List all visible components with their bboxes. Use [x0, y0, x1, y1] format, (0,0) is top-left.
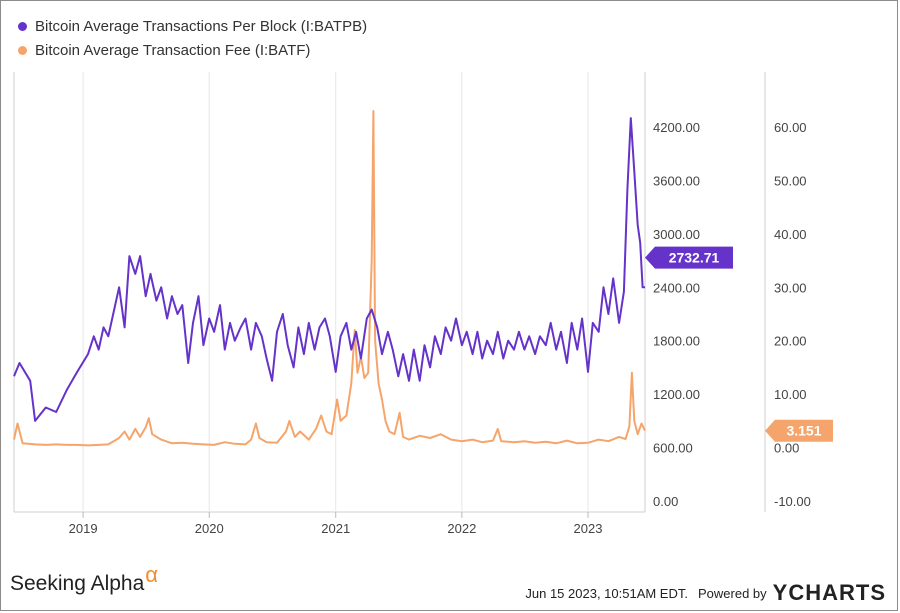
right-tick-label: 60.00 [774, 120, 807, 135]
badge-value-transactions-per-block: 2732.71 [669, 250, 720, 266]
right-axis-ticks: 60.00 50.00 40.00 30.00 20.00 10.00 0.00 -10.00 [774, 120, 811, 509]
value-badges: 2732.71 3.151 [645, 246, 833, 442]
series-lines [13, 110, 646, 447]
series-line-transactions-per-block [13, 117, 645, 422]
badge-transaction-fee [765, 419, 833, 442]
legend-item-transaction-fee[interactable]: Bitcoin Average Transaction Fee (I:BATF) [18, 38, 367, 62]
right-tick-label: -10.00 [774, 494, 811, 509]
x-tick-label-2022: 2022 [447, 521, 476, 536]
left-tick-label: 2400.00 [653, 280, 700, 295]
left-tick-label: 3000.00 [653, 227, 700, 242]
right-tick-label: 0.00 [774, 441, 799, 456]
legend-label-transaction-fee: Bitcoin Average Transaction Fee (I:BATF) [35, 41, 311, 59]
legend-item-transactions-per-block[interactable]: Bitcoin Average Transactions Per Block (… [18, 14, 367, 38]
x-tick-label-2019: 2019 [69, 521, 98, 536]
x-tick-label-2020: 2020 [195, 521, 224, 536]
legend: Bitcoin Average Transactions Per Block (… [18, 14, 367, 62]
timestamp: Jun 15 2023, 10:51AM EDT. [525, 585, 688, 601]
legend-dot-purple [18, 21, 27, 31]
legend-dot-orange [18, 45, 27, 55]
ycharts-logo[interactable]: YCHARTS [773, 580, 886, 606]
right-tick-label: 10.00 [774, 387, 807, 402]
badge-transactions-per-block [645, 246, 733, 269]
alpha-symbol: α [145, 562, 158, 587]
right-tick-label: 50.00 [774, 173, 807, 188]
powered-by-text: Powered by [697, 585, 767, 601]
legend-label-transactions-per-block: Bitcoin Average Transactions Per Block (… [35, 17, 368, 35]
footer-right: Jun 15 2023, 10:51AM EDT. Powered by YCH… [525, 580, 886, 606]
grid-lines [13, 72, 766, 513]
ycharts-text: CHARTS [788, 580, 886, 605]
badge-value-transaction-fee: 3.151 [786, 423, 821, 439]
right-tick-label: 20.00 [774, 334, 807, 349]
series-line-transaction-fee [13, 110, 646, 447]
left-tick-label: 600.00 [653, 441, 693, 456]
right-tick-label: 40.00 [774, 227, 807, 242]
left-tick-label: 1800.00 [653, 334, 700, 349]
left-tick-label: 3600.00 [653, 173, 700, 188]
brand-text: Seeking Alpha [10, 572, 145, 595]
x-tick-label-2021: 2021 [321, 521, 350, 536]
ycharts-y-icon: Y [772, 580, 789, 605]
x-axis-ticks: 2019 2020 2021 2022 2023 [69, 512, 603, 536]
right-tick-label: 30.00 [774, 280, 807, 295]
left-tick-label: 0.00 [653, 494, 678, 509]
left-axis-ticks: 4200.00 3600.00 3000.00 2400.00 1800.00 1200.… [653, 120, 700, 509]
x-tick-label-2023: 2023 [574, 521, 603, 536]
seeking-alpha-logo: Seeking Alphaα [10, 562, 158, 596]
left-tick-label: 4200.00 [653, 120, 700, 135]
left-tick-label: 1200.00 [653, 387, 700, 402]
